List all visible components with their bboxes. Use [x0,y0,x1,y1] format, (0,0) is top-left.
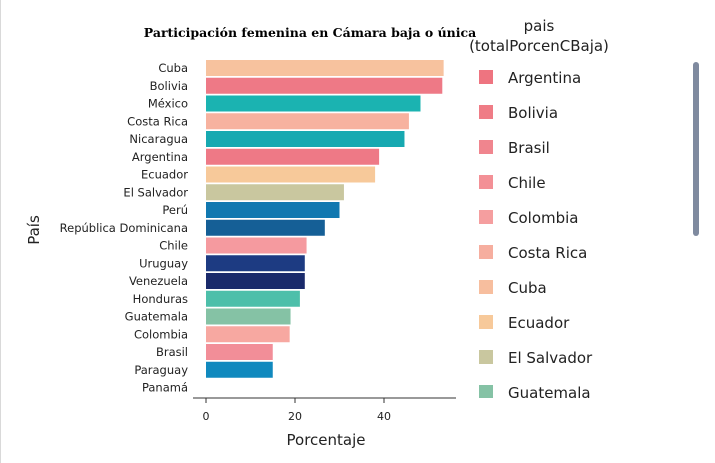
bar-chile [206,237,307,254]
legend-label: Chile [508,174,546,192]
category-labels: Cuba Bolivia México Costa Rica Nicaragua Arge… [60,61,189,395]
legend-label: Colombia [508,209,579,227]
category-label: Guatemala [125,310,188,324]
legend-label: Brasil [508,139,550,157]
chart-title: Participación femenina en Cámara baja o … [144,25,476,40]
category-label: Ecuador [141,168,188,182]
category-label: México [148,97,188,111]
legend-label: El Salvador [508,349,593,367]
bar-honduras [206,290,300,307]
category-label: El Salvador [123,185,188,199]
category-label: Cuba [158,61,188,75]
legend-title-line1: pais [524,17,555,35]
legend-scrollbar[interactable] [693,62,699,236]
category-label: Paraguay [134,363,188,377]
legend-swatch [479,70,493,84]
legend-swatch [479,105,493,119]
legend-swatch [479,280,493,294]
legend-label: Argentina [508,69,581,87]
category-label: Panamá [142,381,188,395]
x-tick-label: 40 [377,410,391,423]
category-label: Brasil [156,345,188,359]
category-label: Colombia [134,327,188,341]
legend-title-line2: (totalPorcenCBaja) [469,37,609,55]
y-axis-title: País [25,215,43,245]
bar-costa-rica [206,113,409,130]
category-label: Honduras [133,292,188,306]
category-label: Uruguay [139,256,188,270]
bar-venezuela [206,273,305,289]
x-tick-label: 20 [288,410,302,423]
bar-nicaragua [206,131,405,147]
legend-label: Bolivia [508,104,558,122]
bar-paraguay [206,361,273,378]
x-tick-label: 0 [203,410,210,423]
x-ticks: 0 20 40 [203,398,391,423]
legend-swatch [479,385,493,398]
category-label: Argentina [132,150,188,164]
legend-swatch [479,210,493,224]
bar-uruguay [206,255,305,272]
legend-swatch [479,175,493,189]
legend-label: Cuba [508,279,547,297]
bar-m-xico [206,95,421,112]
bars-group [206,60,444,378]
legend-label: Guatemala [508,384,591,402]
bar-brasil [206,344,273,360]
legend-swatch [479,245,493,259]
bar-rep-blica-dominicana [206,219,325,236]
category-label: República Dominicana [60,221,188,235]
legend-swatch [479,140,493,154]
bar-colombia [206,326,290,343]
bar-per- [206,202,340,218]
category-label: Nicaragua [129,132,188,146]
category-label: Bolivia [150,79,188,93]
category-label: Perú [162,203,188,217]
category-label: Chile [159,239,188,253]
legend-label: Ecuador [508,314,570,332]
bar-el-salvador [206,184,344,201]
legend-items: Argentina Bolivia Brasil Chile Colombia Costa… [479,69,593,402]
legend-label: Costa Rica [508,244,587,262]
bar-argentina [206,148,380,165]
bar-guatemala [206,308,291,325]
x-axis-title: Porcentaje [287,431,366,449]
bar-bolivia [206,77,443,94]
legend-swatch [479,350,493,364]
category-label: Costa Rica [127,114,188,128]
category-label: Venezuela [129,274,188,288]
legend: pais (totalPorcenCBaja) Argentina Bolivia… [469,17,609,402]
bar-cuba [206,60,444,76]
bar-ecuador [206,166,376,183]
legend-swatch [479,315,493,329]
